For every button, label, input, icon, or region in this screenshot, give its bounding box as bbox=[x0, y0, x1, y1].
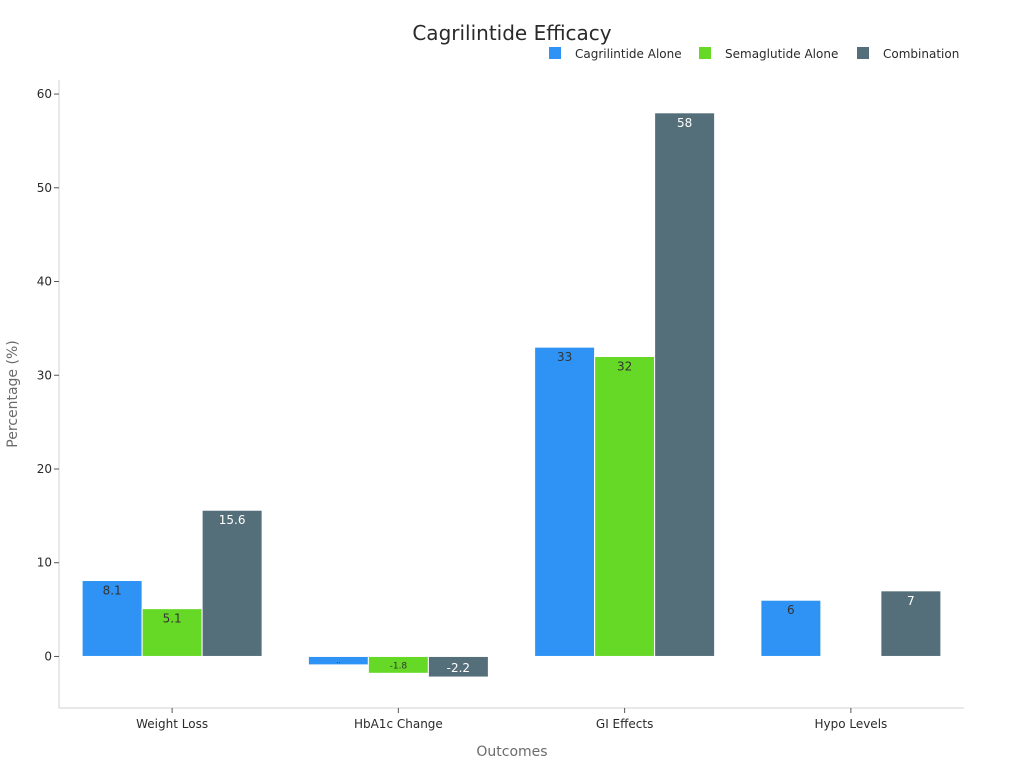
x-tick-label: HbA1c Change bbox=[354, 717, 443, 731]
x-axis-title: Outcomes bbox=[476, 744, 547, 760]
x-axis-ticks: Weight Loss HbA1c Change GI Effects Hypo Le… bbox=[136, 708, 887, 731]
bar-value-label: 33 bbox=[557, 350, 572, 364]
bar-value-label: 8.1 bbox=[103, 584, 122, 598]
bars bbox=[81, 112, 942, 678]
bar-value-label: 32 bbox=[617, 360, 632, 374]
legend-label: Cagrilintide Alone bbox=[575, 47, 682, 61]
bar bbox=[534, 346, 596, 657]
bar-value-label: .. bbox=[336, 657, 340, 665]
bar bbox=[880, 590, 942, 657]
bar-labels: 8.1 5.1 15.6.. -1.8 -2.2 33 32 58 6 7 bbox=[103, 116, 915, 675]
y-axis-ticks: 0 10 20 30 40 50 60 bbox=[37, 87, 59, 663]
bar-value-label: 7 bbox=[907, 594, 915, 608]
y-tick-label: 40 bbox=[37, 275, 52, 289]
bar-value-label: 58 bbox=[677, 116, 692, 130]
y-tick-label: 20 bbox=[37, 462, 52, 476]
x-tick-label: Weight Loss bbox=[136, 717, 208, 731]
legend-label: Semaglutide Alone bbox=[725, 47, 838, 61]
y-axis-title: Percentage (%) bbox=[5, 340, 21, 447]
bar bbox=[760, 599, 822, 657]
bar-value-label: 15.6 bbox=[219, 513, 246, 527]
x-tick-label: Hypo Levels bbox=[814, 717, 887, 731]
bar bbox=[81, 580, 143, 657]
bar-value-label: -2.2 bbox=[447, 661, 470, 675]
y-tick-label: 30 bbox=[37, 368, 52, 382]
bar-value-label: 5.1 bbox=[163, 612, 182, 626]
y-tick-label: 0 bbox=[44, 649, 52, 663]
x-tick-label: GI Effects bbox=[596, 717, 653, 731]
bar bbox=[141, 608, 203, 657]
chart-title: Cagrilintide Efficacy bbox=[412, 21, 611, 45]
bar-value-label: -1.8 bbox=[390, 661, 408, 671]
legend: Cagrilintide Alone Semaglutide Alone Combi… bbox=[549, 47, 959, 61]
y-tick-label: 50 bbox=[37, 181, 52, 195]
bar-value-label: 6 bbox=[787, 603, 795, 617]
bar bbox=[594, 356, 656, 657]
legend-swatch bbox=[699, 47, 711, 59]
bar bbox=[427, 655, 489, 678]
y-tick-label: 60 bbox=[37, 87, 52, 101]
y-tick-label: 10 bbox=[37, 556, 52, 570]
legend-swatch bbox=[549, 47, 561, 59]
legend-label: Combination bbox=[883, 47, 959, 61]
legend-swatch bbox=[857, 47, 869, 59]
bar bbox=[654, 112, 716, 657]
bar bbox=[201, 509, 263, 657]
